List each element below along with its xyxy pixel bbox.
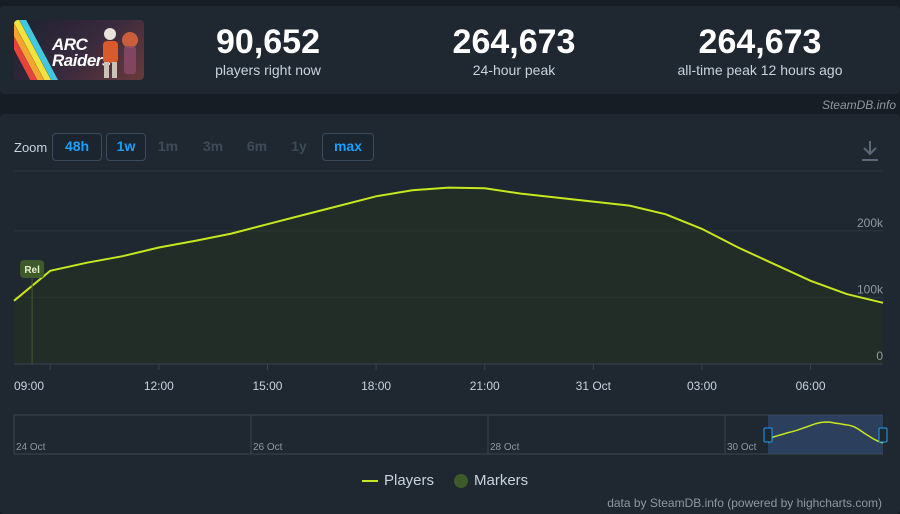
marker-flag[interactable] [20,260,45,278]
stat-current-players: 90,652 players right now [148,24,388,78]
raider-figure-icon [103,28,138,78]
x-tick-label: 15:00 [252,379,282,393]
zoom-max-button[interactable]: max [322,133,374,161]
download-icon[interactable] [860,140,880,162]
chart-panel: Zoom 48h 1w 1m 3m 6m 1y max Rel 09:00 12:… [0,114,900,514]
x-tick-label: 18:00 [361,379,391,393]
y-tick-label: 0 [876,349,883,363]
x-tick-label: 21:00 [470,379,500,393]
legend-players-label: Players [384,472,435,489]
x-tick-label: 09:00 [14,379,44,393]
player-chart[interactable]: Rel 09:00 12:00 15:00 18:00 21:00 31 Oct 03:00… [0,114,900,514]
marker-label: Rel [24,265,40,276]
x-tick-label: 12:00 [144,379,174,393]
stat-24h-peak: 264,673 24-hour peak [394,24,634,78]
y-tick-label: 100k [857,282,884,296]
legend-markers-swatch [454,474,468,489]
legend-markers-label: Markers [474,472,529,489]
x-tick-label: 03:00 [687,379,717,393]
peak-24h-label: 24-hour peak [472,62,556,78]
players-area [14,187,883,364]
navigator-date-label: 26 Oct [253,442,283,453]
legend-markers[interactable]: Markers [454,472,528,489]
release-marker[interactable]: Rel [20,260,45,364]
navigator-date-label: 28 Oct [490,442,520,453]
logo-line-1: ARC [52,35,88,54]
zoom-1y-button[interactable]: 1y [291,138,307,154]
navigator-right-handle[interactable] [878,427,888,443]
y-axis-ticks: 0 100k 200k [857,216,884,363]
stats-header: ARC Raiders 90,652 players right now 264… [0,6,900,94]
current-players-value: 90,652 [216,23,320,61]
zoom-label: Zoom [14,140,48,155]
x-tick-label: 06:00 [796,379,826,393]
current-players-label: players right now [215,62,321,78]
zoom-3m-button[interactable]: 3m [202,138,224,154]
steamdb-credit[interactable]: SteamDB.info [821,98,896,112]
zoom-6m-button[interactable]: 6m [246,138,268,154]
navigator-left-handle[interactable] [763,427,773,443]
logo-line-2: Raiders [52,51,111,70]
navigator[interactable]: 24 Oct 26 Oct 28 Oct 30 Oct [13,414,888,455]
zoom-1w-button[interactable]: 1w [106,133,146,161]
stat-all-time-peak: 264,673 all-time peak 12 hours ago [640,24,880,78]
all-time-peak-label: all-time peak 12 hours ago [677,62,843,78]
players-line [13,186,884,304]
zoom-48h-button[interactable]: 48h [52,133,102,161]
legend-players[interactable]: Players [362,472,434,489]
navigator-series [767,421,884,444]
x-tick-label: 31 Oct [576,379,612,393]
peak-24h-value: 264,673 [452,23,576,61]
zoom-1m-button[interactable]: 1m [157,138,179,154]
game-cover-image[interactable]: ARC Raiders [14,20,144,80]
highcharts-credit[interactable]: data by SteamDB.info (powered by highcha… [607,496,882,510]
navigator-date-label: 24 Oct [16,442,46,453]
navigator-date-label: 30 Oct [727,442,757,453]
legend-players-swatch [362,480,378,483]
x-axis-ticks: 09:00 12:00 15:00 18:00 21:00 31 Oct 03:00 06:0… [14,363,883,393]
all-time-peak-value: 264,673 [698,23,822,61]
y-tick-label: 200k [857,216,884,230]
